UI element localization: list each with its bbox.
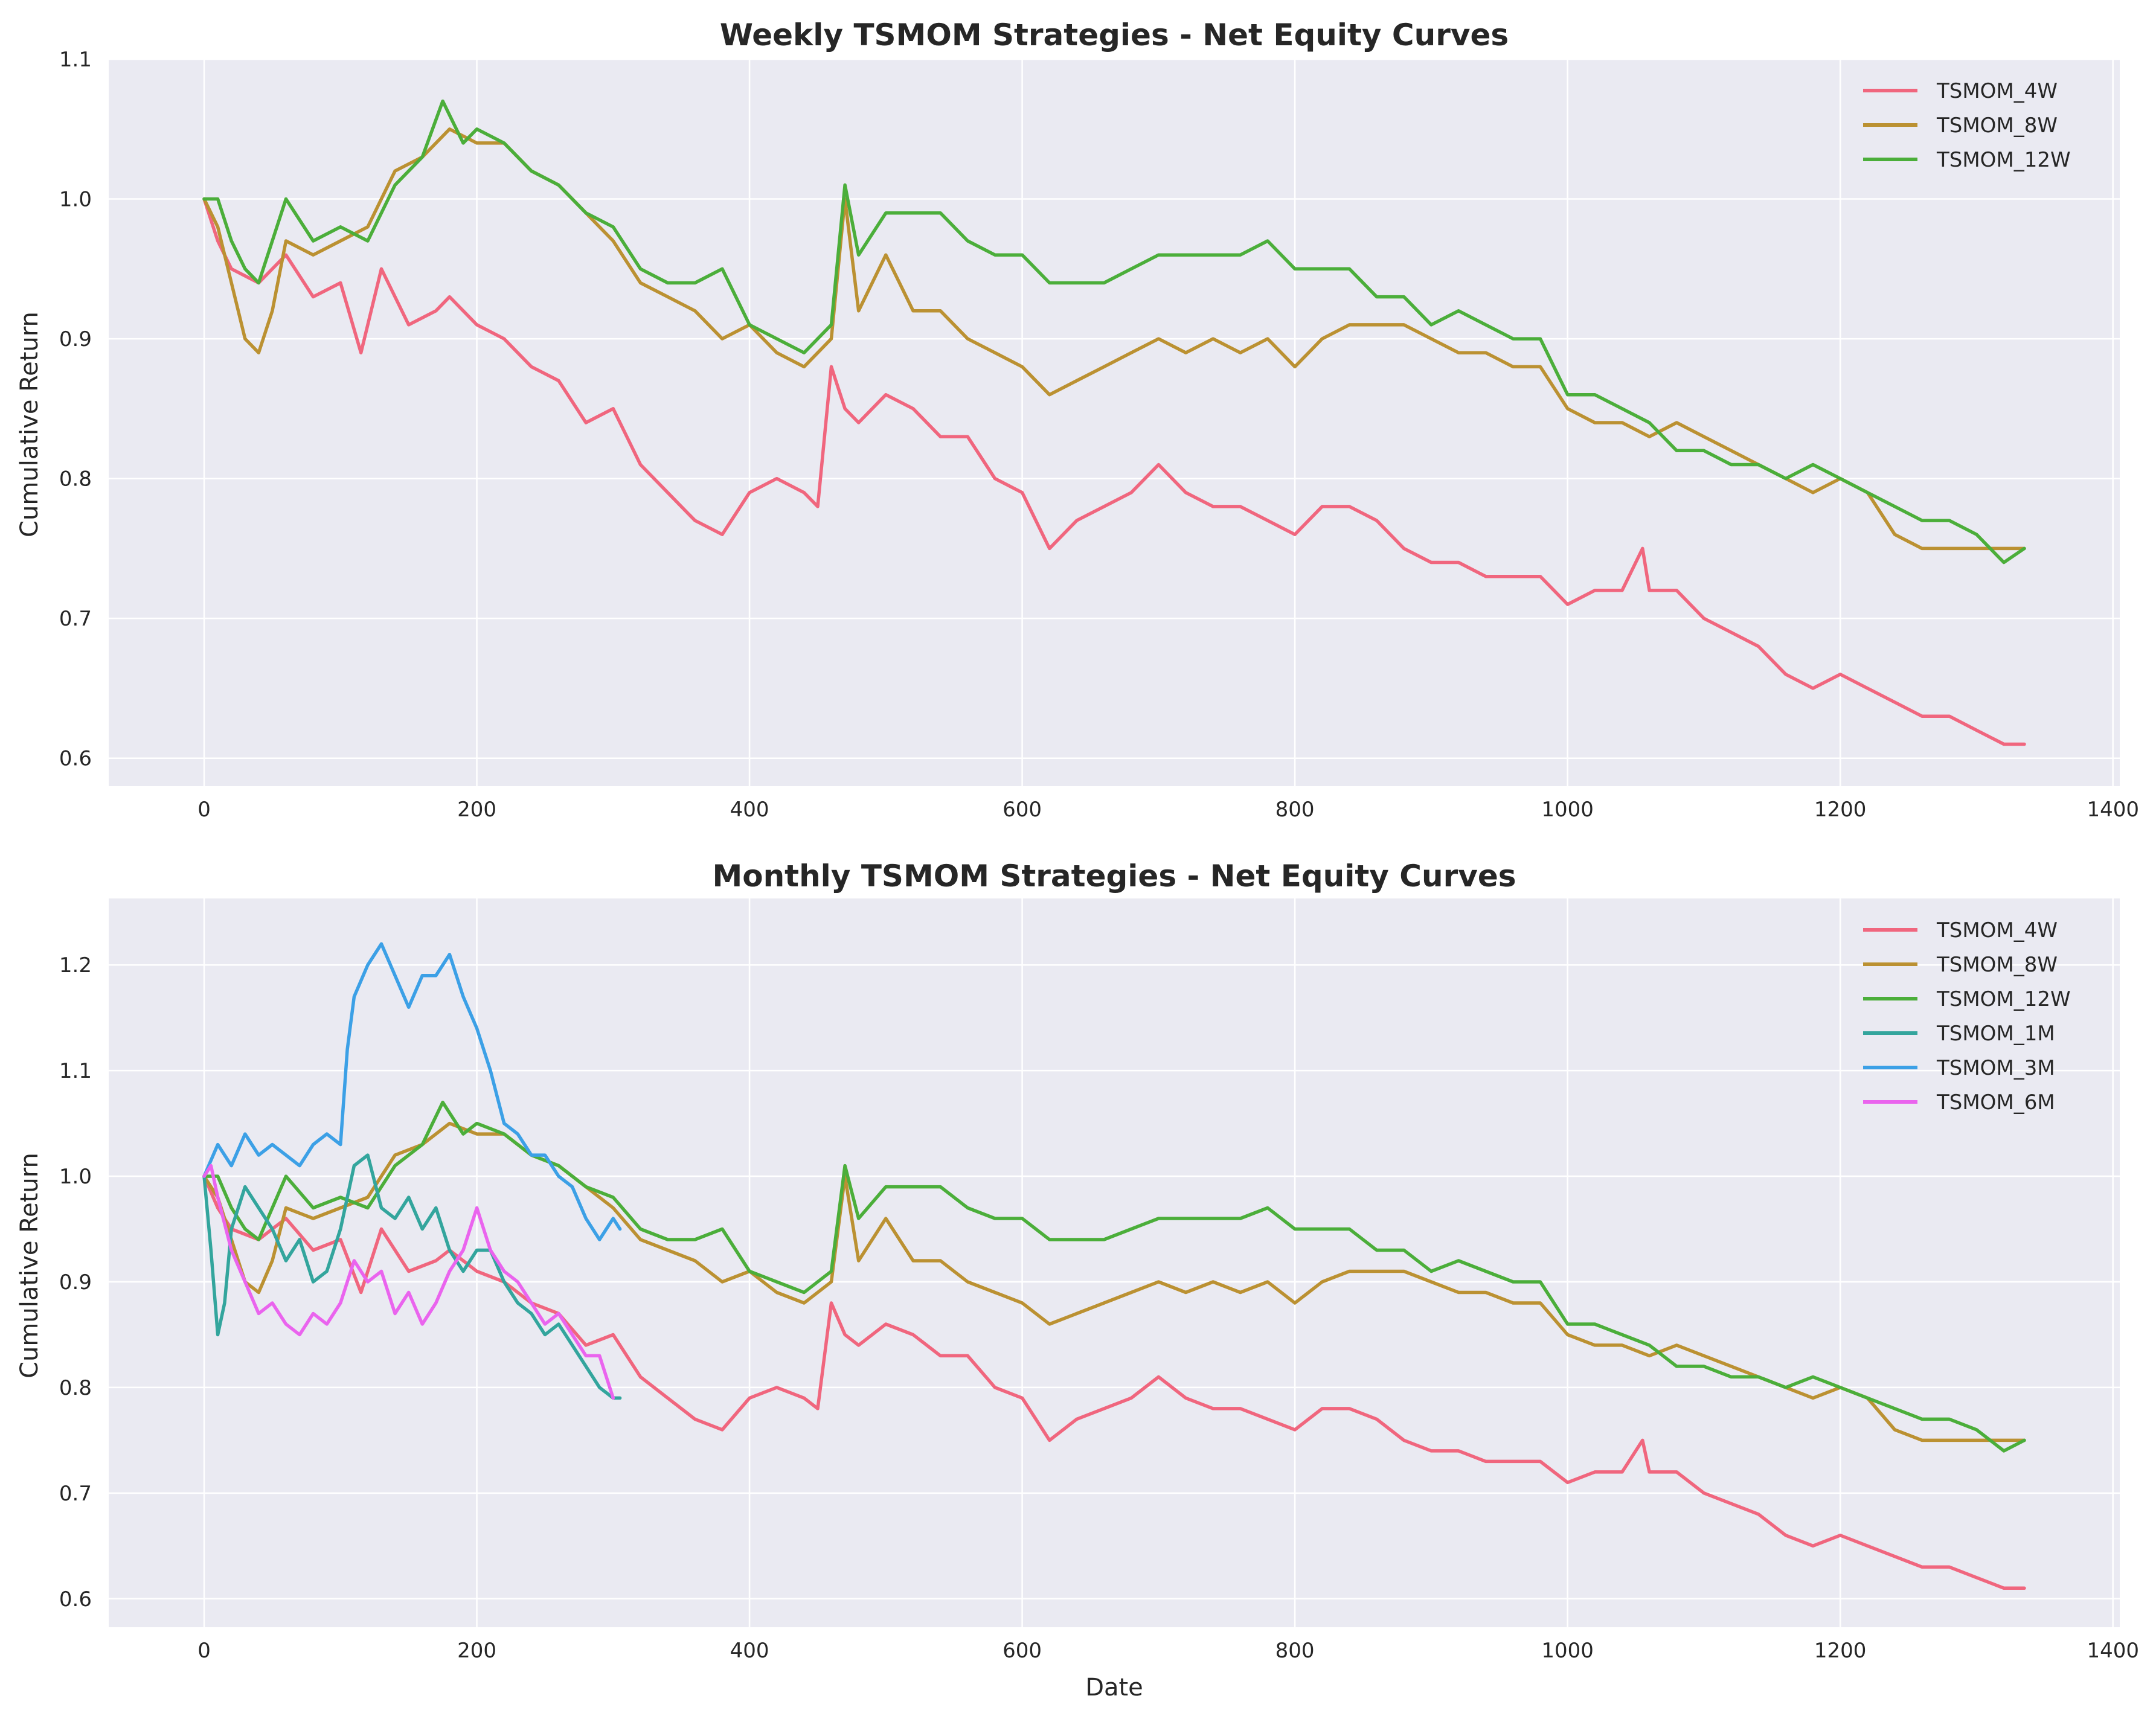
y-tick-label: 0.6 (59, 1587, 92, 1612)
legend-label-tsmom-12w: TSMOM_12W (1936, 148, 2071, 172)
y-axis-label: Cumulative Return (16, 312, 43, 537)
y-tick-label: 0.8 (59, 1376, 92, 1400)
x-tick-label: 400 (730, 798, 769, 822)
x-tick-label: 1200 (1814, 798, 1867, 822)
chart-title: Monthly TSMOM Strategies - Net Equity Cu… (712, 859, 1516, 894)
legend-label-tsmom-8w: TSMOM_8W (1936, 114, 2058, 138)
y-tick-labels: 0.6 0.7 0.8 0.9 1.0 1.1 (59, 48, 92, 771)
series-line-tsmom-12w (202, 99, 2026, 565)
legend-label-tsmom-3m: TSMOM_3M (1936, 1056, 2055, 1080)
x-tick-label: 600 (1003, 798, 1042, 822)
chart-title: Weekly TSMOM Strategies - Net Equity Cur… (720, 18, 1509, 53)
x-tick-label: 1200 (1814, 1639, 1867, 1663)
plot-area (109, 898, 2120, 1627)
legend-label-tsmom-6m: TSMOM_6M (1936, 1090, 2055, 1115)
y-tick-label: 1.2 (59, 953, 92, 978)
y-tick-label: 0.9 (59, 327, 92, 351)
legend-label-tsmom-8w: TSMOM_8W (1936, 953, 2058, 977)
legend-label-tsmom-4w: TSMOM_4W (1936, 79, 2058, 103)
y-tick-label: 1.0 (59, 188, 92, 212)
series-line-tsmom-8w (202, 1121, 2026, 1442)
x-tick-labels: 0 200 400 600 800 1000 1200 1400 (197, 1639, 2139, 1663)
series-line-tsmom-4w (202, 1174, 2026, 1590)
y-tick-label: 1.1 (59, 1059, 92, 1083)
y-tick-label: 0.9 (59, 1270, 92, 1295)
y-tick-labels: 0.6 0.7 0.8 0.9 1.0 1.1 1.2 (59, 953, 92, 1612)
x-axis-label: Date (1085, 1674, 1143, 1701)
legend-label-tsmom-12w: TSMOM_12W (1936, 987, 2071, 1011)
monthly-equity-chart: 0 200 400 600 800 1000 1200 1400 0.6 0.7 0.8 0.9 1.… (16, 859, 2139, 1701)
x-tick-label: 600 (1003, 1639, 1042, 1663)
y-tick-label: 1.1 (59, 48, 92, 72)
y-tick-label: 0.7 (59, 1482, 92, 1506)
y-tick-label: 0.7 (59, 607, 92, 631)
x-tick-label: 200 (457, 798, 496, 822)
x-tick-label: 400 (730, 1639, 769, 1663)
series-lines (202, 942, 2026, 1590)
series-line-tsmom-8w (202, 127, 2026, 551)
series-line-tsmom-4w (202, 197, 2026, 746)
weekly-equity-chart: 0 200 400 600 800 1000 1200 1400 0.6 0.7 0.8 0.9 1.… (16, 18, 2139, 822)
y-tick-label: 0.6 (59, 747, 92, 771)
legend-label-tsmom-4w: TSMOM_4W (1936, 918, 2058, 943)
x-tick-label: 0 (197, 1639, 211, 1663)
x-tick-label: 200 (457, 1639, 496, 1663)
plot-area (109, 59, 2120, 786)
x-tick-label: 1400 (2087, 1639, 2139, 1663)
x-tick-label: 1000 (1541, 798, 1594, 822)
series-line-tsmom-12w (202, 1100, 2026, 1453)
y-tick-label: 0.8 (59, 467, 92, 491)
gridlines (109, 58, 2120, 786)
x-tick-label: 1400 (2087, 798, 2139, 822)
legend: TSMOM_4W TSMOM_8W TSMOM_12W TSMOM_1M TSMOM_3… (1863, 918, 2071, 1115)
series-line-tsmom-1m (202, 1153, 622, 1400)
legend-label-tsmom-1m: TSMOM_1M (1936, 1022, 2055, 1046)
y-axis-label: Cumulative Return (16, 1153, 43, 1378)
x-tick-label: 1000 (1541, 1639, 1594, 1663)
legend: TSMOM_4W TSMOM_8W TSMOM_12W (1863, 79, 2071, 172)
series-lines (202, 99, 2026, 746)
x-tick-label: 0 (197, 798, 211, 822)
x-tick-label: 800 (1275, 798, 1315, 822)
y-tick-label: 1.0 (59, 1165, 92, 1189)
series-line-tsmom-3m (202, 942, 622, 1241)
series-line-tsmom-6m (202, 1164, 615, 1400)
x-tick-labels: 0 200 400 600 800 1000 1200 1400 (197, 798, 2139, 822)
x-tick-label: 800 (1275, 1639, 1315, 1663)
